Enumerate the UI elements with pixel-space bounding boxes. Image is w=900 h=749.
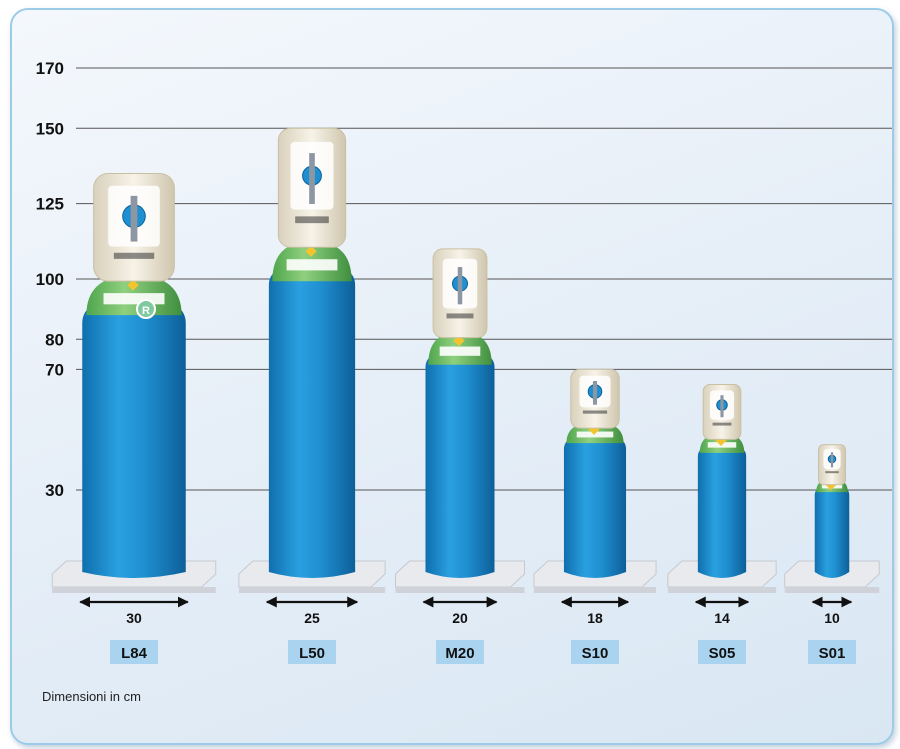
- cylinder-body: [268, 263, 356, 578]
- shoulder-sticker: [576, 431, 614, 438]
- category-box: [808, 640, 856, 664]
- width-label: 30: [126, 610, 142, 626]
- shoulder-sticker: [103, 293, 165, 305]
- y-tick-label: 80: [45, 330, 64, 349]
- category-label: L50: [299, 645, 325, 662]
- y-tick-label: 100: [36, 270, 64, 289]
- category-box: [288, 640, 336, 664]
- category-label: S01: [819, 645, 846, 662]
- cylinder: [533, 368, 657, 593]
- r-badge-label: R: [142, 305, 150, 317]
- category-label: S10: [582, 645, 609, 662]
- footnote: Dimensioni in cm: [42, 689, 141, 704]
- y-tick-label: 150: [36, 119, 64, 138]
- category-label: M20: [445, 645, 474, 662]
- cylinder-body: [697, 444, 747, 578]
- cylinder: [395, 248, 525, 593]
- cap-label-strip: [712, 422, 732, 426]
- base-plate-edge: [667, 587, 777, 593]
- cylinder-body: [814, 486, 850, 578]
- chart-frame: 30 70 80 100 125 150 170 R 30 L84 25 L50 20 M20 18 S1…: [10, 8, 894, 745]
- base-plate-edge: [784, 587, 880, 593]
- width-label: 10: [824, 610, 840, 626]
- base-plate-edge: [395, 587, 525, 593]
- category-label: S05: [709, 645, 736, 662]
- valve-stem-icon: [457, 267, 463, 305]
- y-tick-label: 30: [45, 481, 64, 500]
- valve-stem-icon: [830, 452, 834, 468]
- base-plate-edge: [52, 587, 216, 593]
- valve-stem-icon: [130, 195, 138, 242]
- cap-label-strip: [582, 410, 608, 414]
- category-box: [698, 640, 746, 664]
- base-plate-edge: [238, 587, 386, 593]
- valve-stem-icon: [309, 153, 315, 204]
- cylinder-body: [563, 433, 627, 578]
- grid-layer: 30 70 80 100 125 150 170: [36, 59, 892, 500]
- shoulder-sticker: [286, 259, 338, 271]
- cylinders-layer: R: [51, 127, 880, 593]
- width-label: 18: [587, 610, 603, 626]
- category-box: [571, 640, 619, 664]
- cylinder: [784, 444, 880, 593]
- labels-layer: 30 L84 25 L50 20 M20 18 S10 14 S05 10 S01: [79, 596, 856, 664]
- cylinder-size-chart: 30 70 80 100 125 150 170 R 30 L84 25 L50 20 M20 18 S1…: [36, 59, 892, 664]
- width-label: 14: [714, 610, 730, 626]
- cylinder-body: [425, 349, 495, 578]
- width-label: 20: [452, 610, 468, 626]
- valve-stem-icon: [592, 381, 598, 405]
- category-label: L84: [121, 645, 148, 662]
- r-badge-icon: [136, 299, 156, 319]
- cylinder: [238, 127, 386, 593]
- category-box: [110, 640, 158, 664]
- hazard-diamond-icon: [305, 245, 317, 257]
- width-label: 25: [304, 610, 320, 626]
- cap-label-strip: [825, 471, 839, 474]
- cylinder-body: [82, 297, 186, 578]
- cap-label-strip: [446, 313, 474, 319]
- cap-label-strip: [295, 216, 329, 224]
- cap-label-strip: [113, 252, 155, 259]
- y-tick-label: 125: [36, 195, 64, 214]
- cylinder: R: [51, 173, 217, 593]
- y-tick-label: 70: [45, 360, 64, 379]
- shoulder-sticker: [439, 346, 481, 356]
- valve-stem-icon: [720, 395, 724, 418]
- cylinder: [667, 384, 777, 593]
- base-plate-edge: [533, 587, 657, 593]
- category-box: [436, 640, 484, 664]
- y-tick-label: 170: [36, 59, 64, 78]
